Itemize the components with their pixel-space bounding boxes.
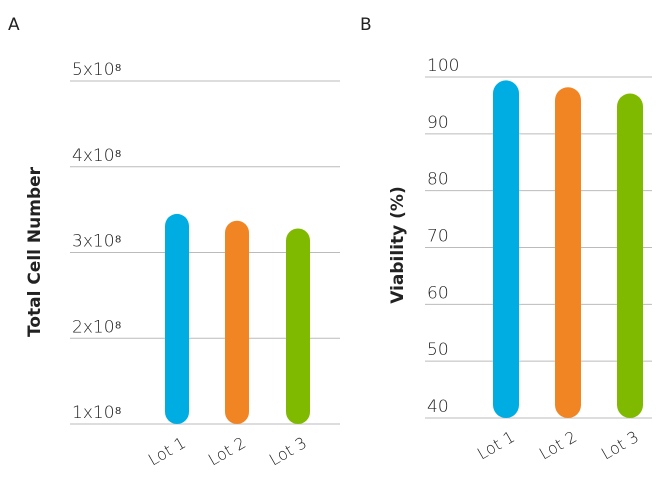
x-tick-label: Lot 2 xyxy=(205,433,249,469)
y-tick-label: 1x10⁸ xyxy=(72,403,122,423)
x-tick-label: Lot 3 xyxy=(598,427,642,463)
bar xyxy=(286,228,310,424)
panel-label: A xyxy=(8,15,20,35)
y-tick-label: 100 xyxy=(427,56,459,76)
y-tick-label: 80 xyxy=(427,170,449,190)
bar xyxy=(493,80,519,418)
y-tick-label: 60 xyxy=(427,283,449,303)
x-tick-label: Lot 1 xyxy=(474,427,518,463)
bar xyxy=(165,213,189,424)
y-axis-title: Total Cell Number xyxy=(25,166,45,337)
bar xyxy=(555,87,581,418)
y-tick-label: 2x10⁸ xyxy=(72,317,122,337)
y-tick-label: 3x10⁸ xyxy=(72,232,122,252)
bar xyxy=(617,93,643,419)
y-tick-label: 70 xyxy=(427,227,449,247)
y-tick-label: 90 xyxy=(427,113,449,133)
x-tick-label: Lot 2 xyxy=(536,427,580,463)
y-tick-label: 50 xyxy=(427,340,449,360)
y-tick-label: 4x10⁸ xyxy=(72,146,122,166)
x-tick-label: Lot 1 xyxy=(145,433,189,469)
bar xyxy=(225,220,249,424)
y-tick-label: 5x10⁸ xyxy=(72,60,122,80)
y-tick-label: 40 xyxy=(427,397,449,417)
x-tick-label: Lot 3 xyxy=(266,433,310,469)
panel-label: B xyxy=(360,15,372,35)
y-axis-title: Viability (%) xyxy=(388,186,408,304)
